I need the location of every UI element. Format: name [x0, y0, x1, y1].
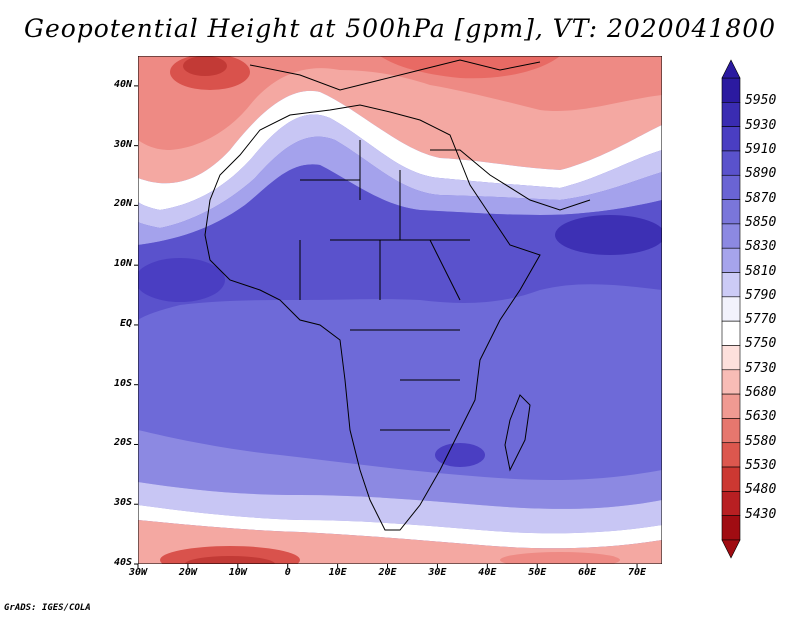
x-axis-label: 40E	[478, 567, 497, 578]
x-axis-label: 10W	[228, 567, 247, 578]
x-axis-label: 20W	[178, 567, 197, 578]
colorbar-swatch	[721, 102, 741, 127]
x-axis-label: 30E	[428, 567, 447, 578]
y-axis-label: 20N	[113, 198, 132, 210]
colorbar-swatch	[721, 466, 741, 492]
x-axis-label: 20E	[378, 567, 397, 578]
y-axis-label: 30N	[113, 138, 132, 150]
colorbar-swatch	[721, 223, 741, 249]
y-axis-label: 40N	[113, 78, 132, 90]
x-axis-label: 10E	[328, 567, 347, 578]
coastlines	[204, 59, 591, 531]
colorbar-swatch	[721, 515, 741, 541]
colorbar-label: 5930	[745, 117, 777, 133]
map-title: Geopotential Height at 500hPa [gpm], VT:…	[23, 14, 777, 43]
y-axis-label: 20S	[113, 437, 132, 449]
grads-credit: GrADS: IGES/COLA	[4, 603, 91, 613]
colorbar-swatch	[721, 418, 741, 444]
colorbar-label: 5630	[745, 409, 777, 425]
y-axis-label: 10S	[113, 377, 132, 389]
x-axis-label: 60E	[578, 567, 597, 578]
colorbar-swatch	[721, 345, 741, 371]
y-axis-label: 40S	[113, 557, 132, 568]
colorbar-swatch	[721, 77, 741, 103]
axis-ticks	[134, 85, 638, 568]
colorbar-label: 5580	[745, 433, 777, 449]
colorbar-label: 5530	[745, 458, 777, 474]
colorbar-swatch	[721, 296, 741, 322]
colorbar-label: 5680	[745, 385, 777, 401]
height-field	[138, 56, 662, 564]
colorbar-label: 5890	[745, 166, 777, 182]
x-axis-label: 30W	[128, 567, 148, 578]
colorbar-label: 5770	[745, 312, 777, 328]
colorbar-swatch	[721, 320, 741, 346]
colorbar-label: 5730	[745, 360, 777, 376]
colorbar-swatch	[721, 369, 741, 395]
colorbar-swatch	[721, 174, 741, 200]
colorbar-max-arrow	[721, 59, 741, 79]
colorbar-label: 5870	[745, 190, 777, 206]
colorbar-min-arrow	[721, 539, 741, 559]
colorbar-label: 5850	[745, 214, 777, 230]
colorbar-swatch	[721, 199, 741, 225]
colorbar-label: 5430	[745, 506, 777, 522]
colorbar-label: 5790	[745, 287, 777, 303]
colorbar-swatch	[721, 393, 741, 419]
y-axis-label: 30S	[113, 497, 132, 509]
colorbar-swatch	[721, 126, 741, 152]
colorbar-label: 5480	[745, 482, 777, 498]
colorbar-label: 5910	[745, 141, 777, 157]
x-axis-label: 70E	[628, 567, 647, 578]
colorbar-swatch	[721, 491, 741, 516]
colorbar-swatch	[721, 272, 741, 298]
colorbar-label: 5830	[745, 239, 777, 255]
x-axis-label: 50E	[528, 567, 547, 578]
y-axis-label: EQ	[119, 317, 132, 329]
y-axis-label: 10N	[113, 258, 132, 270]
colorbar-label: 5750	[745, 336, 777, 352]
x-axis-label: 0	[284, 567, 291, 578]
colorbar-label: 5950	[745, 93, 777, 109]
colorbar-label: 5810	[745, 263, 777, 279]
colorbar-swatch	[721, 247, 741, 273]
colorbar-swatch	[721, 442, 741, 468]
colorbar-swatch	[721, 150, 741, 176]
colorbar	[721, 59, 741, 559]
